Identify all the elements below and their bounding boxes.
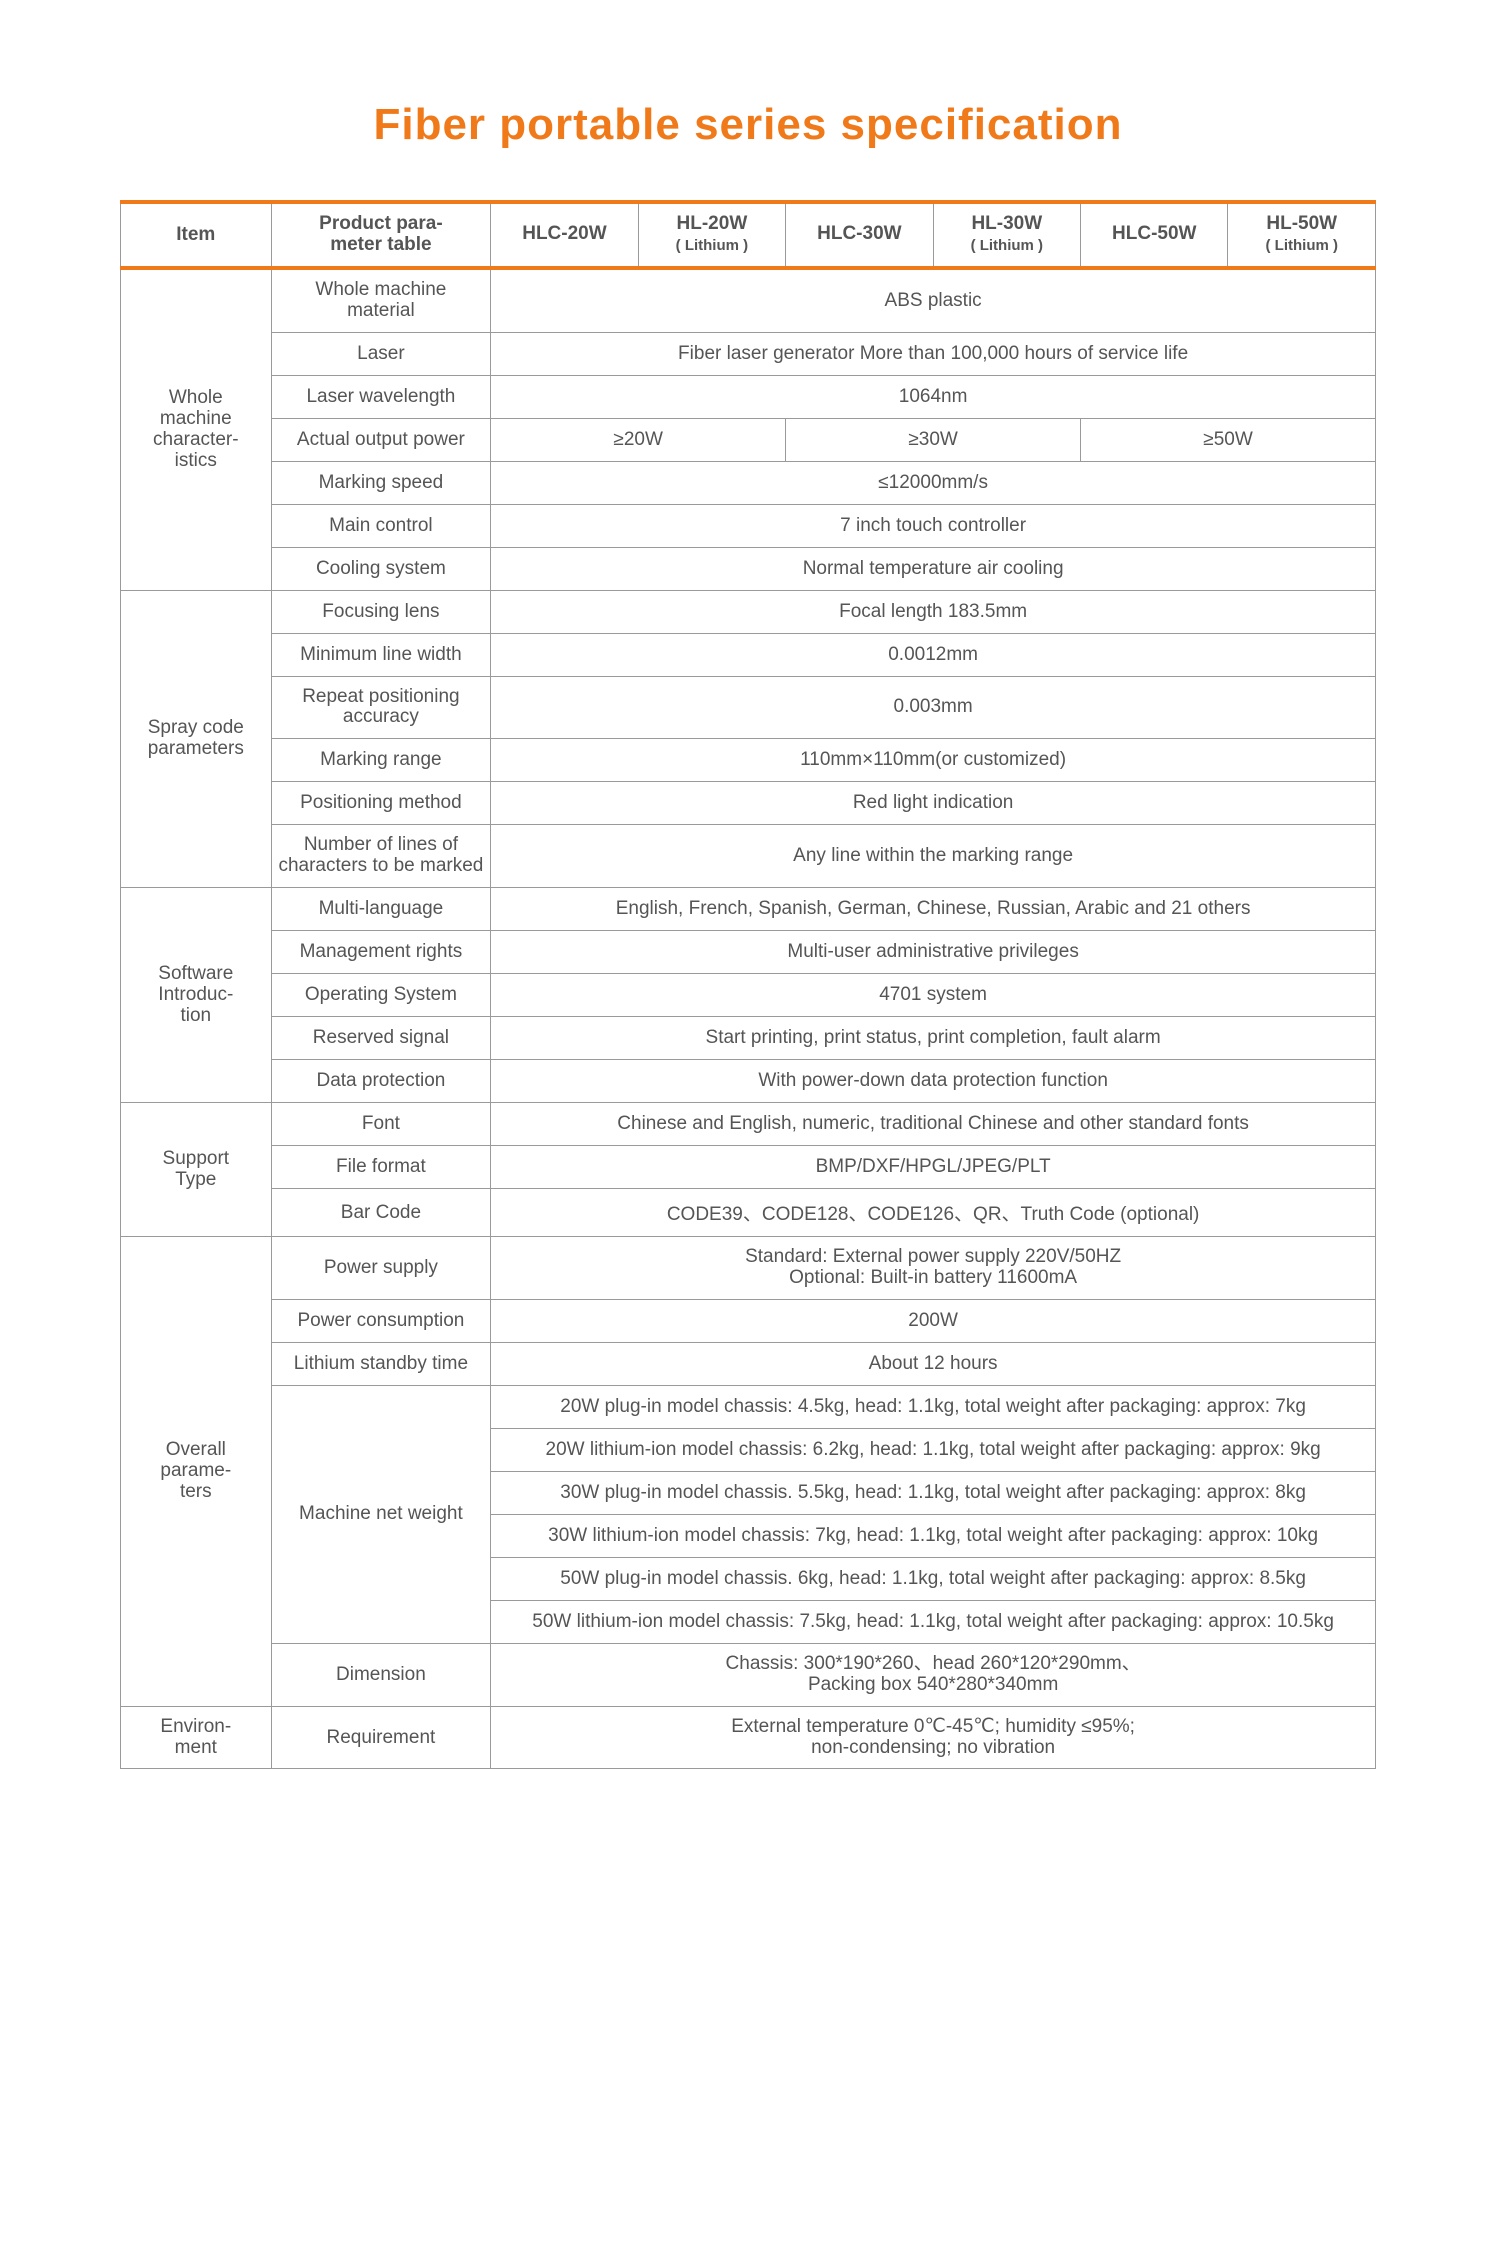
header-model-5: HL-50W( Lithium ) — [1228, 202, 1376, 268]
section-overall: Overallparame-ters — [121, 1237, 272, 1707]
header-model-4: HLC-50W — [1081, 202, 1228, 268]
spec-table: Item Product para-meter table HLC-20W HL… — [120, 200, 1376, 1769]
param: Dimension — [271, 1643, 491, 1706]
value: 7 inch touch controller — [491, 504, 1376, 547]
param: Requirement — [271, 1706, 491, 1769]
param: Positioning method — [271, 782, 491, 825]
page-title: Fiber portable series specification — [120, 100, 1376, 150]
value: ≤12000mm/s — [491, 461, 1376, 504]
param: Operating System — [271, 974, 491, 1017]
value: Focal length 183.5mm — [491, 590, 1376, 633]
value: 30W plug-in model chassis. 5.5kg, head: … — [491, 1471, 1376, 1514]
param: Main control — [271, 504, 491, 547]
value: With power-down data protection function — [491, 1060, 1376, 1103]
value: Start printing, print status, print comp… — [491, 1017, 1376, 1060]
param: Power consumption — [271, 1299, 491, 1342]
value: ≥50W — [1081, 418, 1376, 461]
value: 200W — [491, 1299, 1376, 1342]
value: ≥20W — [491, 418, 786, 461]
header-model-1: HL-20W( Lithium ) — [638, 202, 785, 268]
value: English, French, Spanish, German, Chines… — [491, 888, 1376, 931]
value: Any line within the marking range — [491, 825, 1376, 888]
section-environ: Environ-ment — [121, 1706, 272, 1769]
section-support: SupportType — [121, 1103, 272, 1237]
param: File format — [271, 1146, 491, 1189]
param: Whole machinematerial — [271, 268, 491, 332]
header-param: Product para-meter table — [271, 202, 491, 268]
param: Laser wavelength — [271, 375, 491, 418]
value: About 12 hours — [491, 1342, 1376, 1385]
param: Laser — [271, 332, 491, 375]
value: Chassis: 300*190*260、head 260*120*290mm、… — [491, 1643, 1376, 1706]
param: Repeat positioningaccuracy — [271, 676, 491, 739]
param: Management rights — [271, 931, 491, 974]
param: Marking speed — [271, 461, 491, 504]
param: Power supply — [271, 1237, 491, 1300]
value: Multi-user administrative privileges — [491, 931, 1376, 974]
param: Bar Code — [271, 1189, 491, 1237]
param: Minimum line width — [271, 633, 491, 676]
section-whole: Wholemachinecharacter-istics — [121, 268, 272, 590]
header-item: Item — [121, 202, 272, 268]
value: 4701 system — [491, 974, 1376, 1017]
value: CODE39、CODE128、CODE126、QR、Truth Code (op… — [491, 1189, 1376, 1237]
value: External temperature 0℃-45℃; humidity ≤9… — [491, 1706, 1376, 1769]
param: Reserved signal — [271, 1017, 491, 1060]
value: Standard: External power supply 220V/50H… — [491, 1237, 1376, 1300]
value: 1064nm — [491, 375, 1376, 418]
param: Marking range — [271, 739, 491, 782]
value: 50W lithium-ion model chassis: 7.5kg, he… — [491, 1600, 1376, 1643]
param: Lithium standby time — [271, 1342, 491, 1385]
value: Fiber laser generator More than 100,000 … — [491, 332, 1376, 375]
header-model-3: HL-30W( Lithium ) — [933, 202, 1080, 268]
header-model-0: HLC-20W — [491, 202, 638, 268]
param: Cooling system — [271, 547, 491, 590]
value: Red light indication — [491, 782, 1376, 825]
value: 0.003mm — [491, 676, 1376, 739]
value: 110mm×110mm(or customized) — [491, 739, 1376, 782]
value: 30W lithium-ion model chassis: 7kg, head… — [491, 1514, 1376, 1557]
value: 0.0012mm — [491, 633, 1376, 676]
param: Multi-language — [271, 888, 491, 931]
param: Data protection — [271, 1060, 491, 1103]
section-software: SoftwareIntroduc-tion — [121, 888, 272, 1103]
value: ABS plastic — [491, 268, 1376, 332]
param: Number of lines ofcharacters to be marke… — [271, 825, 491, 888]
header-model-2: HLC-30W — [786, 202, 933, 268]
param: Actual output power — [271, 418, 491, 461]
value: 20W plug-in model chassis: 4.5kg, head: … — [491, 1385, 1376, 1428]
value: ≥30W — [786, 418, 1081, 461]
param: Font — [271, 1103, 491, 1146]
value: Chinese and English, numeric, traditiona… — [491, 1103, 1376, 1146]
param: Machine net weight — [271, 1385, 491, 1643]
section-spray: Spray codeparameters — [121, 590, 272, 888]
value: 50W plug-in model chassis. 6kg, head: 1.… — [491, 1557, 1376, 1600]
value: Normal temperature air cooling — [491, 547, 1376, 590]
param: Focusing lens — [271, 590, 491, 633]
value: 20W lithium-ion model chassis: 6.2kg, he… — [491, 1428, 1376, 1471]
value: BMP/DXF/HPGL/JPEG/PLT — [491, 1146, 1376, 1189]
